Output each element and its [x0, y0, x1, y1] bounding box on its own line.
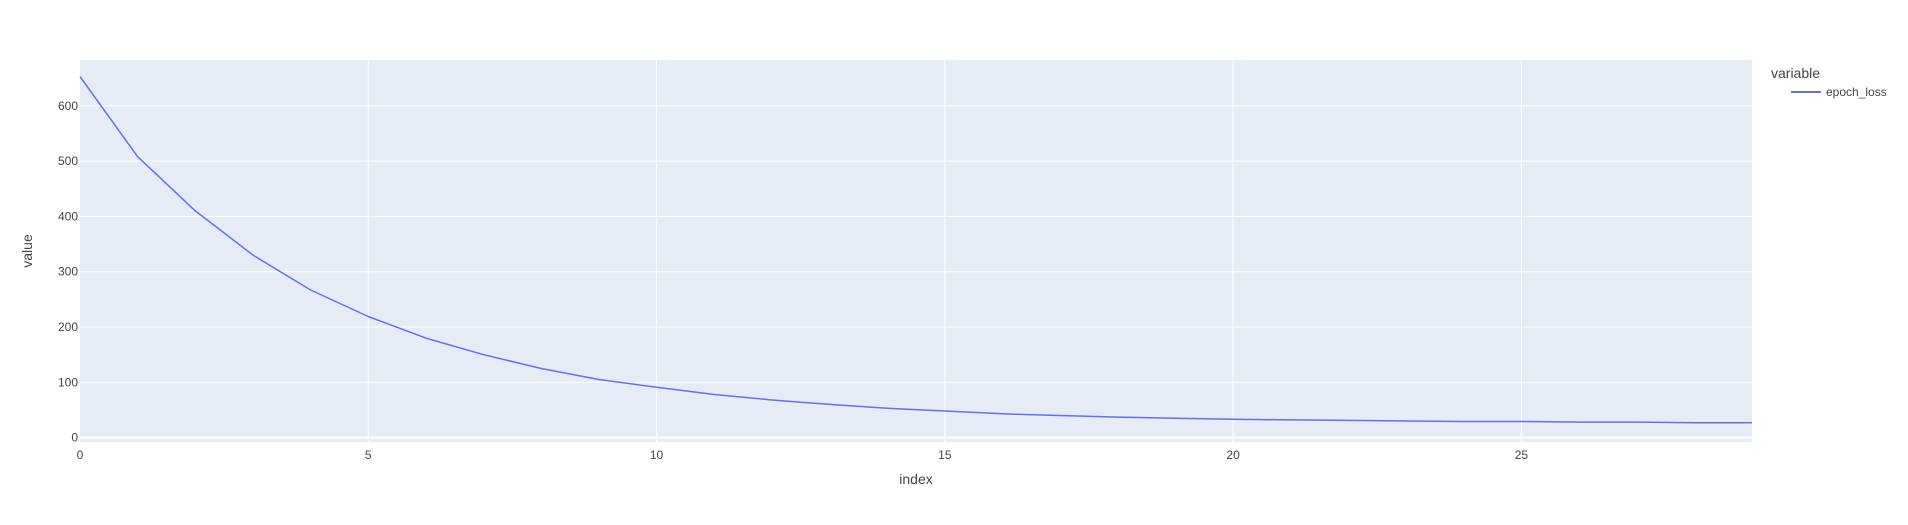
plot-background	[80, 60, 1752, 442]
legend-entry-label: epoch_loss	[1826, 85, 1887, 99]
x-tick-label: 20	[1226, 448, 1240, 462]
y-tick-label: 100	[58, 375, 78, 389]
y-tick-label: 400	[58, 209, 78, 223]
x-tick-label: 0	[77, 448, 84, 462]
y-axis-title: value	[19, 234, 35, 268]
x-gridlines	[367, 60, 1522, 442]
series-line-epoch_loss	[79, 76, 1752, 424]
legend[interactable]: variable epoch_loss	[1771, 65, 1887, 99]
y-tick-label: 500	[58, 154, 78, 168]
y-tick-label: 200	[58, 320, 78, 334]
x-tick-labels: 0 5 10 15 20 25	[77, 448, 1529, 462]
x-tick-label: 15	[938, 448, 952, 462]
x-tick-label: 5	[365, 448, 372, 462]
y-tick-labels: 0 100 200 300 400 500 600	[58, 99, 78, 445]
legend-title: variable	[1771, 65, 1820, 81]
x-axis-title: index	[899, 471, 932, 487]
series-layer	[79, 76, 1752, 424]
y-tick-label: 0	[71, 431, 78, 445]
x-tick-label: 25	[1515, 448, 1529, 462]
y-gridlines	[80, 105, 1752, 439]
x-tick-label: 10	[650, 448, 664, 462]
y-tick-label: 300	[58, 265, 78, 279]
y-tick-label: 600	[58, 99, 78, 113]
